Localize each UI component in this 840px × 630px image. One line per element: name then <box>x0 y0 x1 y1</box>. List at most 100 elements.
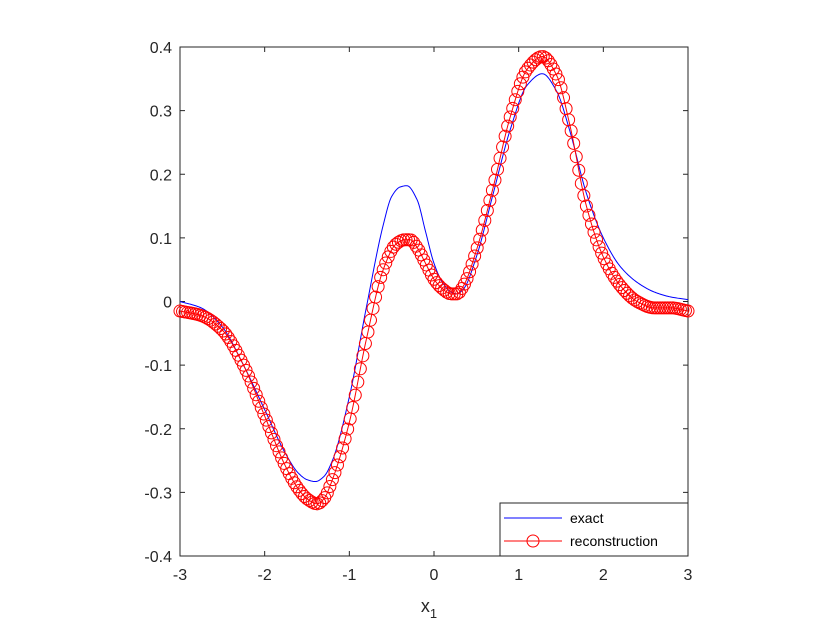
y-tick-label: 0.2 <box>150 167 172 184</box>
y-tick-label: 0.4 <box>150 40 172 57</box>
reconstruction-marker <box>323 479 337 493</box>
reconstruction-marker <box>376 263 390 277</box>
x-tick-label: -1 <box>342 567 356 584</box>
reconstruction-marker <box>620 286 634 300</box>
reconstruction-marker <box>483 193 497 207</box>
reconstruction-marker <box>463 265 477 279</box>
x-axis-label-main: x <box>421 596 430 616</box>
y-tick-label: 0.1 <box>150 231 172 248</box>
reconstruction-marker <box>569 150 583 164</box>
reconstruction-marker <box>351 375 365 389</box>
reconstruction-marker <box>262 419 276 433</box>
reconstruction-marker <box>468 249 482 263</box>
tick-labels: -3 -2 -1 0 1 2 3 -0.4 -0.3 -0.2 -0.1 0 0.1 0.2 0.3 0.4 <box>144 40 692 584</box>
reconstruction-marker <box>386 240 400 254</box>
legend-label-reconstruction: reconstruction <box>570 533 658 549</box>
x-tick-label: 3 <box>684 567 693 584</box>
reconstruction-marker <box>465 257 479 271</box>
reconstruction-marker <box>219 327 233 341</box>
reconstruction-marker <box>480 204 494 217</box>
reconstruction-marker <box>554 81 568 95</box>
reconstruction-marker <box>496 140 510 154</box>
reconstruction-marker <box>648 301 662 315</box>
reconstruction-marker <box>287 476 301 490</box>
reconstruction-marker <box>513 77 527 91</box>
reconstruction-marker <box>457 277 471 291</box>
x-tick-label: -3 <box>173 567 187 584</box>
reconstruction-marker <box>275 451 289 465</box>
reconstruction-marker <box>249 388 263 402</box>
legend: exact reconstruction <box>499 502 689 557</box>
y-tick-label: 0.3 <box>150 104 172 121</box>
reconstruction-marker <box>577 189 591 203</box>
reconstruction-marker <box>267 432 281 446</box>
reconstruction-marker <box>328 466 342 480</box>
reconstruction-marker <box>244 375 258 389</box>
reconstruction-marker <box>320 486 334 500</box>
x-axis-label: x1 <box>421 596 437 621</box>
reconstruction-marker <box>549 67 563 81</box>
reconstruction-marker <box>587 225 601 239</box>
y-tick-label: -0.4 <box>144 549 172 566</box>
reconstruction-marker <box>488 173 502 187</box>
reconstruction-marker <box>473 232 487 246</box>
reconstruction-marker <box>574 176 588 190</box>
reconstruction-marker <box>567 136 581 150</box>
x-tick-label: -2 <box>258 567 272 584</box>
reconstruction-marker <box>247 381 261 395</box>
reconstruction-marker <box>592 240 606 254</box>
reconstruction-marker <box>295 487 309 501</box>
series-layer <box>173 50 695 511</box>
reconstruction-marker <box>651 301 665 315</box>
reconstruction-marker <box>356 349 370 363</box>
x-axis-label-subscript: 1 <box>430 606 437 621</box>
legend-label-exact: exact <box>570 510 604 526</box>
reconstruction-marker <box>564 124 578 138</box>
reconstruction-marker <box>325 473 339 487</box>
reconstruction-marker <box>595 246 609 260</box>
reconstruction-marker <box>460 272 474 286</box>
reconstruction-marker <box>346 401 360 415</box>
reconstruction-marker <box>656 301 670 315</box>
series-line-exact <box>179 73 689 483</box>
reconstruction-marker <box>503 110 517 124</box>
reconstruction-marker <box>501 119 515 133</box>
reconstruction-marker <box>539 51 553 65</box>
reconstruction-marker <box>536 50 550 64</box>
reconstruction-marker <box>239 363 253 377</box>
reconstruction-marker <box>264 426 278 440</box>
reconstruction-marker <box>498 129 512 143</box>
reconstruction-marker <box>315 494 329 508</box>
y-tick-label: -0.2 <box>144 422 172 439</box>
reconstruction-marker <box>371 280 385 294</box>
x-tick-label: 0 <box>430 567 439 584</box>
reconstruction-marker <box>605 266 619 280</box>
reconstruction-marker <box>399 233 413 247</box>
reconstruction-marker <box>348 388 362 402</box>
reconstruction-marker <box>440 285 454 299</box>
reconstruction-marker <box>369 290 383 304</box>
reconstruction-marker <box>551 73 565 87</box>
reconstruction-marker <box>579 199 593 213</box>
reconstruction-marker <box>518 65 532 79</box>
reconstruction-marker <box>450 287 464 301</box>
reconstruction-marker <box>338 432 352 446</box>
reconstruction-marker <box>336 441 350 455</box>
reconstruction-marker <box>470 241 484 255</box>
reconstruction-marker <box>508 93 522 107</box>
reconstruction-marker <box>478 213 492 227</box>
reconstruction-marker <box>407 235 421 249</box>
reconstruction-marker <box>252 394 266 408</box>
reconstruction-marker <box>524 58 538 72</box>
reconstruction-marker <box>290 480 304 494</box>
reconstruction-marker <box>681 304 695 318</box>
reconstruction-marker <box>618 284 631 298</box>
axes-box <box>179 46 689 557</box>
y-tick-label: 0 <box>163 295 172 312</box>
reconstruction-marker <box>206 315 220 329</box>
reconstruction-marker <box>330 458 344 472</box>
reconstruction-marker <box>610 274 624 288</box>
reconstruction-marker <box>511 84 525 98</box>
reconstruction-marker <box>242 369 256 383</box>
